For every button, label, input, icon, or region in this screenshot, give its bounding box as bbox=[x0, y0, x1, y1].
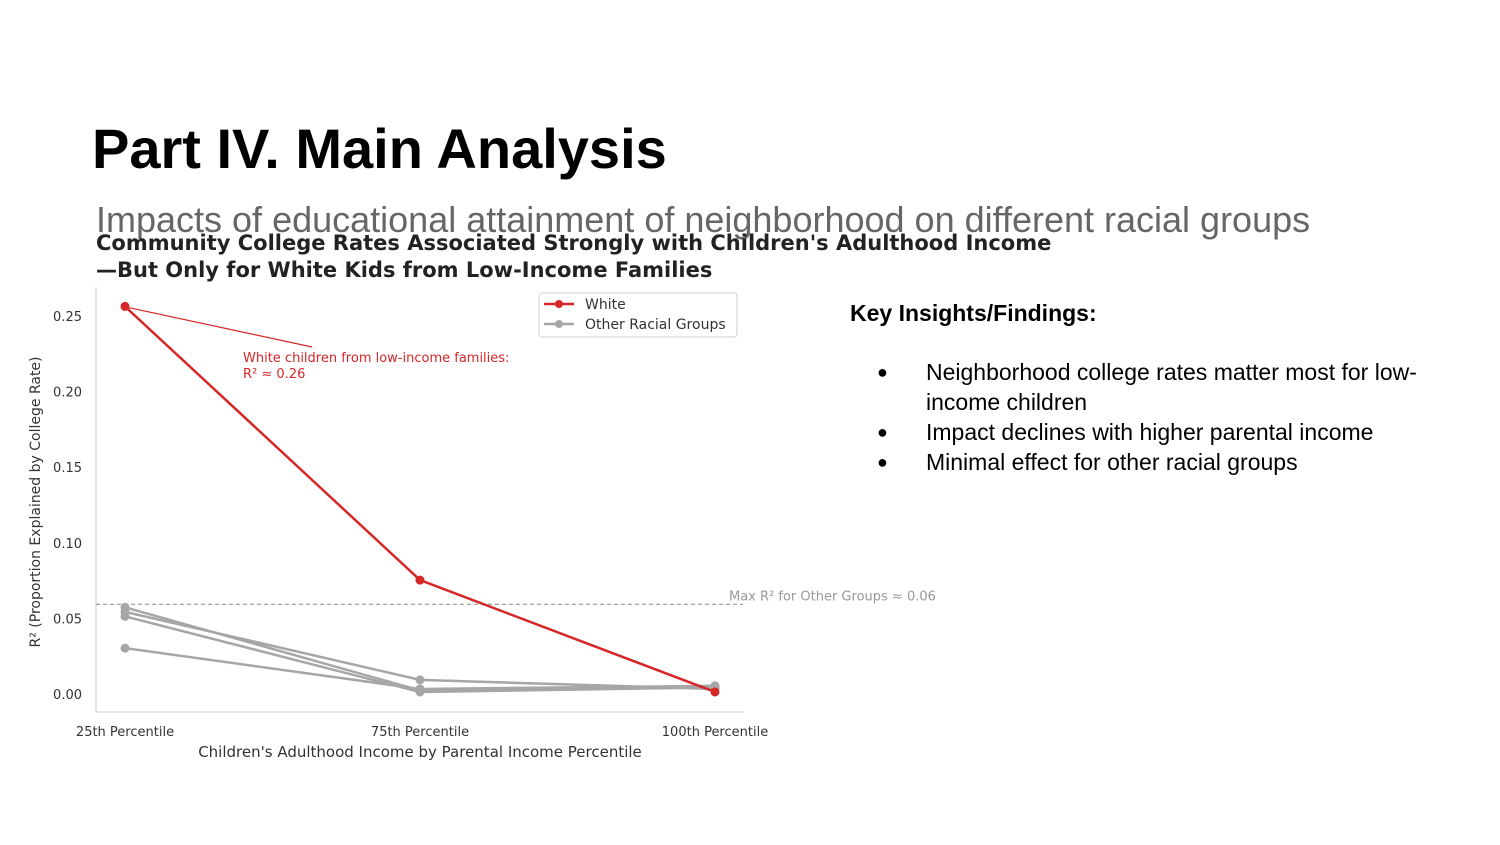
white-series-point bbox=[120, 301, 130, 311]
bullet-icon: ● bbox=[877, 452, 888, 472]
insights-list: ● Neighborhood college rates matter most … bbox=[850, 357, 1470, 477]
insights-panel: Key Insights/Findings: ● Neighborhood col… bbox=[850, 300, 1470, 477]
legend-item-white: White bbox=[585, 297, 626, 313]
y-axis-label: R² (Proportion Explained by College Rate… bbox=[28, 356, 44, 647]
insight-text: Minimal effect for other racial groups bbox=[926, 449, 1298, 475]
y-tick-label: 0.15 bbox=[53, 461, 82, 476]
annotation-arrow bbox=[127, 306, 313, 348]
insight-item: ● Neighborhood college rates matter most … bbox=[850, 357, 1470, 417]
insight-item: ● Impact declines with higher parental in… bbox=[850, 417, 1470, 447]
white-series-point bbox=[710, 687, 720, 697]
insight-item: ● Minimal effect for other racial groups bbox=[850, 447, 1470, 477]
y-tick-label: 0.25 bbox=[53, 310, 82, 325]
other-series-point bbox=[415, 675, 425, 685]
annotation-text: White children from low-income families: bbox=[243, 351, 509, 366]
x-tick-label: 100th Percentile bbox=[662, 725, 768, 740]
bullet-icon: ● bbox=[877, 362, 888, 382]
other-series-point bbox=[120, 611, 130, 621]
slide-title: Part IV. Main Analysis bbox=[92, 117, 667, 180]
white-series-point bbox=[415, 575, 425, 585]
y-tick-label: 0.10 bbox=[53, 537, 82, 552]
legend-swatch-marker bbox=[555, 300, 563, 308]
x-axis-label: Children's Adulthood Income by Parental … bbox=[198, 743, 642, 761]
other-series-point bbox=[415, 684, 425, 694]
insights-heading: Key Insights/Findings: bbox=[850, 300, 1097, 326]
other-series-point bbox=[120, 643, 130, 653]
y-tick-label: 0.00 bbox=[53, 688, 82, 703]
y-tick-label: 0.20 bbox=[53, 386, 82, 401]
reference-line-label: Max R² for Other Groups ≈ 0.06 bbox=[729, 589, 936, 604]
slide-subtitle: Impacts of educational attainment of nei… bbox=[96, 199, 1311, 240]
annotation-text: R² ≈ 0.26 bbox=[243, 367, 305, 382]
insight-text: Neighborhood college rates matter most f… bbox=[926, 359, 1417, 415]
y-tick-label: 0.05 bbox=[53, 612, 82, 627]
legend-swatch-marker bbox=[555, 320, 563, 328]
chart-title-line: —But Only for White Kids from Low-Income… bbox=[96, 258, 712, 282]
bullet-icon: ● bbox=[877, 422, 888, 442]
insight-text: Impact declines with higher parental inc… bbox=[926, 419, 1374, 445]
chart-title-line: Community College Rates Associated Stron… bbox=[96, 231, 1051, 255]
legend-item-other: Other Racial Groups bbox=[585, 317, 726, 333]
legend-box bbox=[538, 292, 738, 338]
x-tick-label: 75th Percentile bbox=[371, 725, 469, 740]
x-tick-label: 25th Percentile bbox=[76, 725, 174, 740]
